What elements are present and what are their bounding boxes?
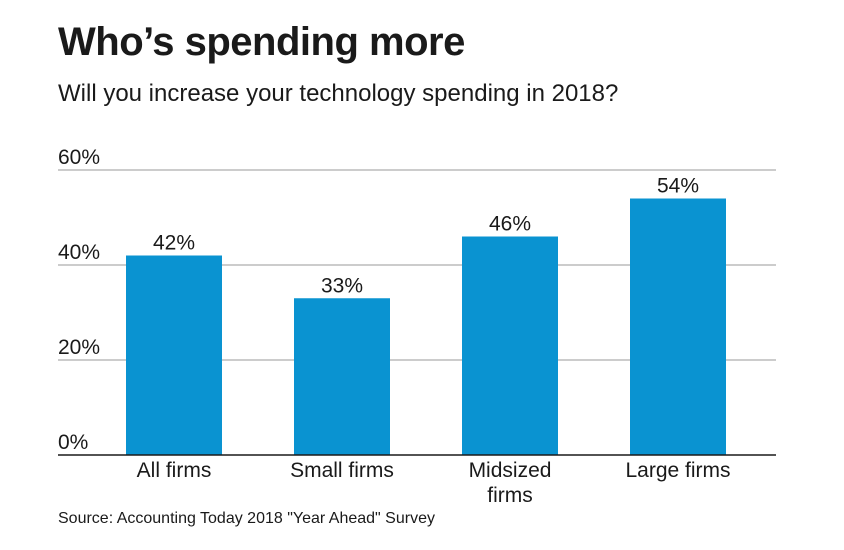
y-tick-label: 20% [58,336,100,359]
y-tick-label: 60% [58,146,100,169]
bar [462,236,558,455]
x-tick-label: Midsized [469,459,552,482]
bar [630,198,726,455]
data-label: 54% [657,175,699,198]
data-label: 42% [153,232,195,255]
chart-subtitle: Will you increase your technology spendi… [58,80,619,107]
y-tick-label: 40% [58,241,100,264]
x-tick-label: All firms [137,459,212,482]
data-label: 46% [489,213,531,236]
data-label: 33% [321,274,363,297]
bar-chart: 0% 20% 40% 60% 42% All firms 33% Small firms 46%… [58,146,776,507]
bar [126,255,222,455]
x-tick-label: firms [487,484,533,507]
source-note: Source: Accounting Today 2018 "Year Ahea… [58,510,435,527]
y-tick-label: 0% [58,431,88,454]
x-tick-label: Small firms [290,459,394,482]
x-tick-label: Large firms [625,459,730,482]
chart-title: Who’s spending more [58,20,465,64]
bar [294,298,390,455]
